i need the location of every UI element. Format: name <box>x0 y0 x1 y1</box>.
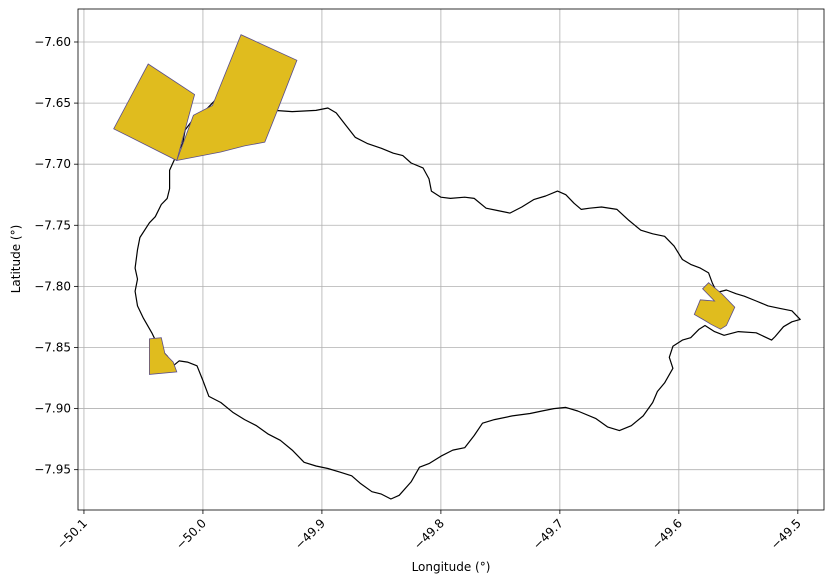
x-tick-label: −49.8 <box>411 516 447 552</box>
highlighted-area <box>113 63 196 162</box>
basin-boundary <box>134 91 801 500</box>
highlighted-area <box>693 282 736 330</box>
y-axis-title: Latitude (°) <box>9 225 23 294</box>
y-tick-label: −7.85 <box>34 340 71 354</box>
y-tick-label: −7.90 <box>34 402 71 416</box>
y-tick-label: −7.75 <box>34 218 71 232</box>
y-tick-label: −7.95 <box>34 463 71 477</box>
y-tick-label: −7.80 <box>34 279 71 293</box>
highlighted-area <box>148 337 178 375</box>
x-tick-label: −49.9 <box>292 516 328 552</box>
x-tick-label: −49.6 <box>649 516 685 552</box>
x-tick-label: −49.7 <box>530 516 566 552</box>
highlighted-area <box>176 34 298 162</box>
grid-lines <box>78 9 824 510</box>
y-tick-label: −7.60 <box>34 35 71 49</box>
plot-frame <box>77 8 825 511</box>
x-tick-label: −50.0 <box>173 516 209 552</box>
x-axis-title: Longitude (°) <box>412 560 491 574</box>
x-tick-label: −50.1 <box>54 516 90 552</box>
map-data <box>113 34 801 500</box>
y-tick-label: −7.70 <box>34 157 71 171</box>
y-tick-label: −7.65 <box>34 96 71 110</box>
x-tick-label: −49.5 <box>768 516 804 552</box>
